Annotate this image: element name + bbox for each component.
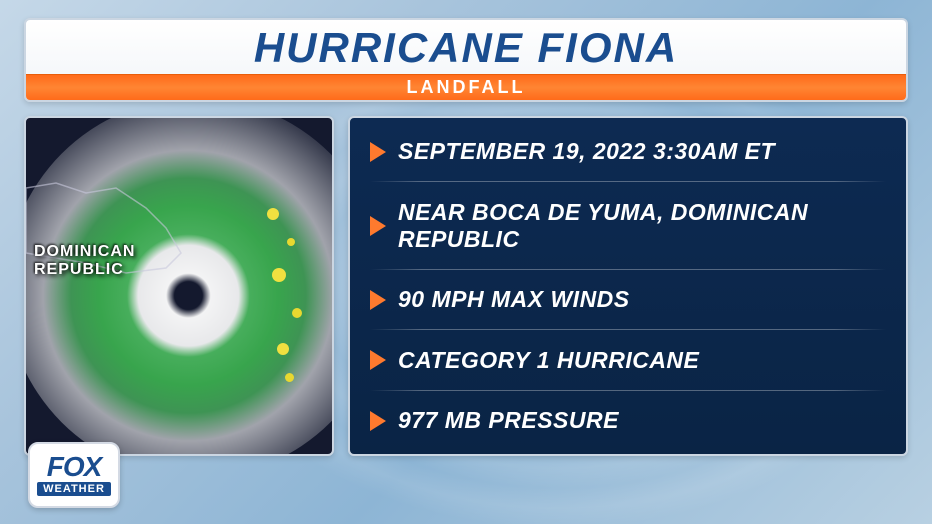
radar-spot-icon	[272, 268, 286, 282]
bullet-arrow-icon	[370, 290, 386, 310]
bullet-arrow-icon	[370, 411, 386, 431]
data-text-pressure: 977 MB PRESSURE	[398, 407, 619, 434]
logo-subbrand-text: WEATHER	[37, 482, 111, 496]
divider	[370, 390, 886, 391]
main-container: HURRICANE FIONA LANDFALL DOMINICAN REPUB…	[0, 0, 932, 524]
storm-subtitle: LANDFALL	[26, 74, 906, 100]
data-text-winds: 90 MPH MAX WINDS	[398, 286, 630, 313]
radar-spot-icon	[285, 373, 294, 382]
radar-spot-icon	[292, 308, 302, 318]
bullet-arrow-icon	[370, 216, 386, 236]
map-location-label: DOMINICAN REPUBLIC	[34, 243, 135, 278]
divider	[370, 269, 886, 270]
data-row-datetime: SEPTEMBER 19, 2022 3:30AM ET	[370, 132, 886, 171]
content-row: DOMINICAN REPUBLIC SEPTEMBER 19, 2022 3:…	[24, 116, 908, 456]
bullet-arrow-icon	[370, 350, 386, 370]
data-row-location: NEAR BOCA DE YUMA, DOMINICAN REPUBLIC	[370, 193, 886, 259]
data-text-datetime: SEPTEMBER 19, 2022 3:30AM ET	[398, 138, 775, 165]
data-text-location: NEAR BOCA DE YUMA, DOMINICAN REPUBLIC	[398, 199, 886, 253]
divider	[370, 181, 886, 182]
logo-brand-text: FOX	[47, 454, 102, 479]
radar-spot-icon	[287, 238, 295, 246]
header-panel: HURRICANE FIONA LANDFALL	[24, 18, 908, 102]
map-label-line2: REPUBLIC	[34, 261, 124, 278]
divider	[370, 329, 886, 330]
network-logo: FOX WEATHER	[28, 442, 120, 508]
radar-spot-icon	[277, 343, 289, 355]
data-row-category: CATEGORY 1 HURRICANE	[370, 341, 886, 380]
radar-spot-icon	[267, 208, 279, 220]
radar-map: DOMINICAN REPUBLIC	[24, 116, 334, 456]
storm-title: HURRICANE FIONA	[26, 20, 906, 74]
radar-intensity-spots	[237, 198, 317, 398]
bullet-arrow-icon	[370, 142, 386, 162]
data-panel: SEPTEMBER 19, 2022 3:30AM ET NEAR BOCA D…	[348, 116, 908, 456]
data-row-pressure: 977 MB PRESSURE	[370, 401, 886, 440]
map-label-line1: DOMINICAN	[34, 243, 135, 260]
data-text-category: CATEGORY 1 HURRICANE	[398, 347, 699, 374]
data-row-winds: 90 MPH MAX WINDS	[370, 280, 886, 319]
